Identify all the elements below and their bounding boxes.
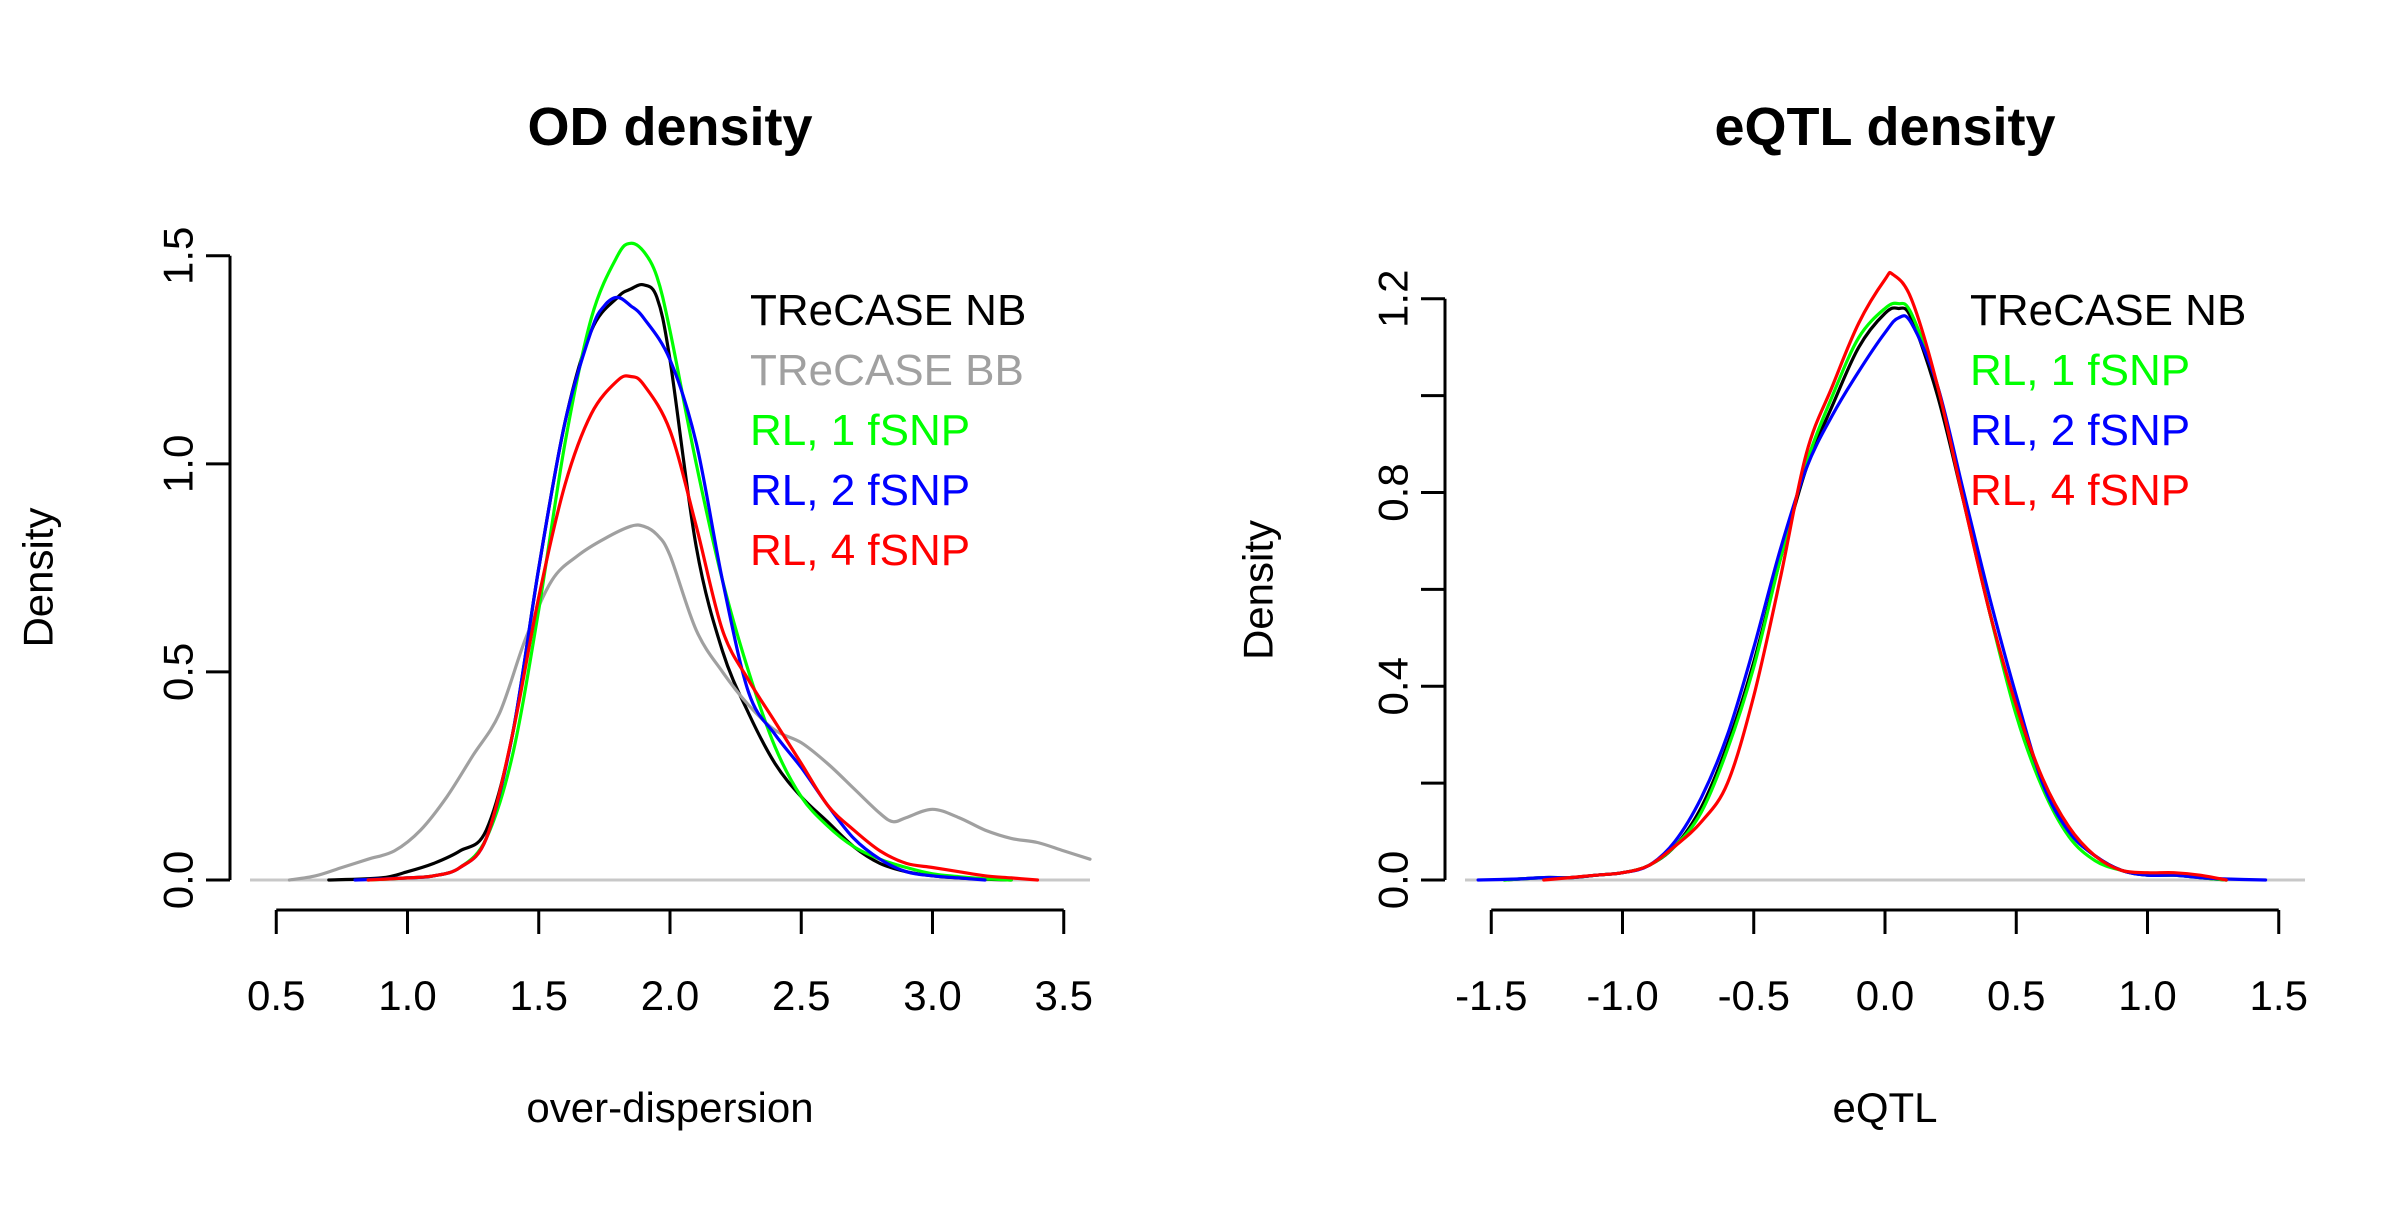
chart-title: eQTL density (1714, 97, 2055, 157)
legend-entry: TReCASE NB (750, 286, 1026, 335)
x-tick-label: -1.0 (1586, 972, 1658, 1019)
legend-entry: RL, 1 fSNP (1970, 346, 2190, 395)
series-line-4 (1542, 270, 2228, 882)
y-tick-label: 0.5 (155, 643, 202, 701)
y-tick-label: 0.0 (1370, 851, 1417, 909)
legend-entry: RL, 4 fSNP (750, 526, 970, 575)
series-line-3 (1476, 314, 2268, 882)
legend-entry: TReCASE NB (1970, 286, 2246, 335)
y-tick-label: 0.0 (155, 851, 202, 909)
x-tick-label: -0.5 (1718, 972, 1790, 1019)
x-tick-label: 1.5 (510, 972, 568, 1019)
legend-entry: RL, 2 fSNP (750, 466, 970, 515)
series-line-2 (287, 523, 1092, 882)
x-tick-label: 3.0 (903, 972, 961, 1019)
legend-entry: TReCASE BB (750, 346, 1024, 395)
y-tick-label: 1.2 (1370, 270, 1417, 328)
x-tick-label: 2.5 (772, 972, 830, 1019)
x-tick-label: 3.5 (1035, 972, 1093, 1019)
y-axis-label: Density (1235, 520, 1282, 660)
chart-title: OD density (527, 97, 812, 157)
chart-panel-1: OD density 0.5 1.0 1.5 2.0 2.5 3.0 3.5 0.0 0.5 1.0… (15, 97, 1093, 1131)
x-axis-label: over-dispersion (526, 1084, 813, 1131)
x-tick-label: 0.5 (247, 972, 305, 1019)
legend-entry: RL, 2 fSNP (1970, 406, 2190, 455)
chart-panel-2: eQTL density -1.5 -1.0 -0.5 0.0 0.5 1.0 1.5 0.0 0… (1235, 97, 2308, 1131)
legend-entry: RL, 4 fSNP (1970, 466, 2190, 515)
y-tick-label: 1.0 (155, 435, 202, 493)
x-tick-label: 0.5 (1987, 972, 2045, 1019)
legend-entry: RL, 1 fSNP (750, 406, 970, 455)
y-axis-label: Density (15, 507, 62, 647)
x-tick-label: 2.0 (641, 972, 699, 1019)
x-tick-label: 1.0 (2118, 972, 2176, 1019)
x-axis-label: eQTL (1832, 1084, 1937, 1131)
series-line-5 (366, 374, 1040, 882)
x-tick-label: -1.5 (1455, 972, 1527, 1019)
y-tick-label: 0.4 (1370, 657, 1417, 715)
y-tick-label: 0.8 (1370, 463, 1417, 521)
x-tick-label: 1.5 (2250, 972, 2308, 1019)
x-tick-label: 1.0 (378, 972, 436, 1019)
x-tick-label: 0.0 (1856, 972, 1914, 1019)
series-line-1 (327, 282, 1013, 882)
y-tick-label: 1.5 (155, 227, 202, 285)
